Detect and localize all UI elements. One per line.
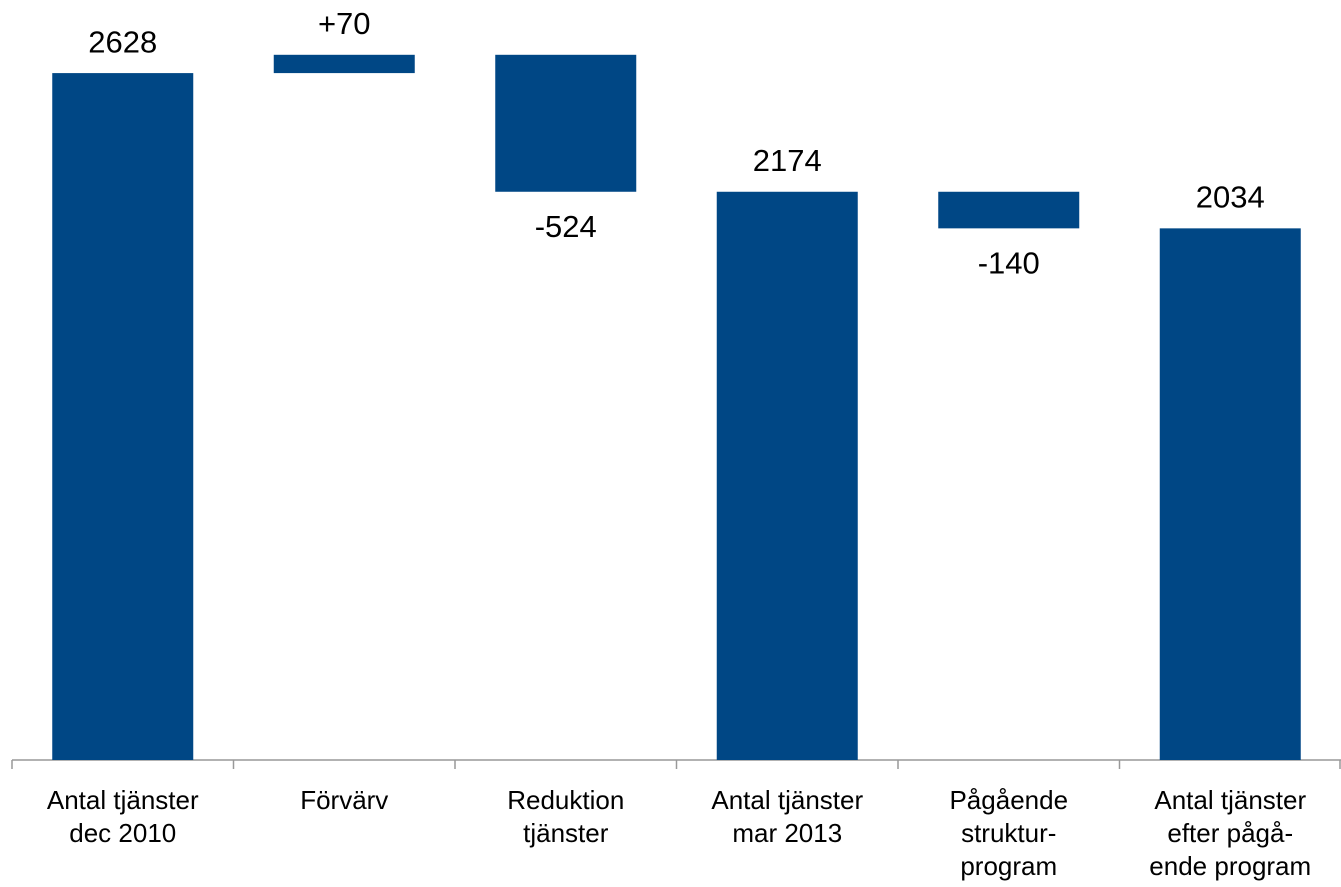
x-tick-label: Antal tjänster — [711, 785, 863, 815]
x-tick-label: Antal tjänster — [1154, 785, 1306, 815]
bar — [52, 73, 194, 761]
value-label: -140 — [978, 246, 1040, 281]
value-label: 2628 — [88, 24, 157, 59]
bar — [1159, 228, 1301, 760]
value-label: -524 — [535, 209, 597, 244]
x-tick-label: program — [960, 851, 1057, 881]
bar — [273, 54, 415, 74]
value-label: +70 — [318, 6, 371, 41]
x-tick-label: efter pågå- — [1167, 818, 1293, 848]
bar — [938, 191, 1080, 229]
x-tick-label: Reduktion — [507, 785, 624, 815]
x-tick-label: mar 2013 — [732, 818, 842, 848]
x-tick-label: Förvärv — [300, 785, 388, 815]
value-label: 2174 — [753, 143, 822, 178]
x-tick-label: ende program — [1149, 851, 1311, 881]
bar — [716, 191, 858, 761]
value-label: 2034 — [1196, 180, 1265, 215]
x-tick-label: Antal tjänster — [47, 785, 199, 815]
x-tick-label: tjänster — [523, 818, 609, 848]
x-tick-label: struktur- — [961, 818, 1056, 848]
x-tick-label: dec 2010 — [69, 818, 176, 848]
x-tick-label: Pågående — [949, 785, 1068, 815]
bar — [495, 54, 637, 192]
